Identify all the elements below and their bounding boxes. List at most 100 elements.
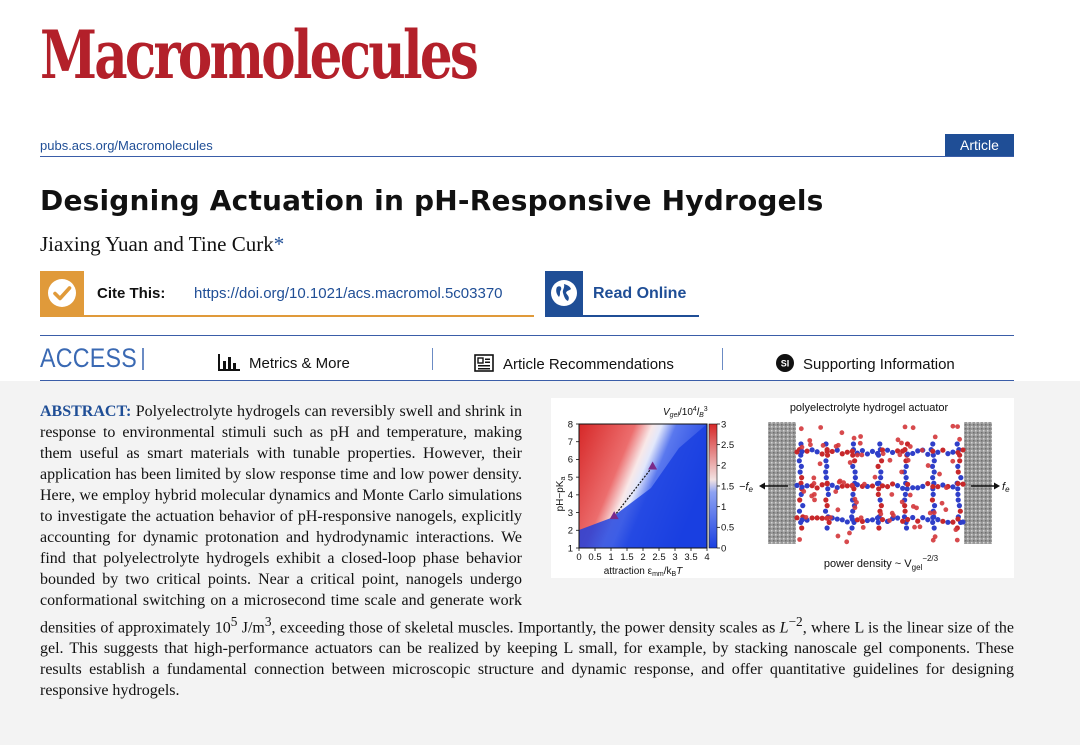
- counterion-bead: [833, 489, 839, 495]
- gel-bead: [910, 450, 916, 457]
- counterion-bead: [817, 461, 823, 467]
- y-tick-label: 1: [568, 543, 573, 554]
- gel-bead: [895, 483, 901, 489]
- gel-bead: [852, 475, 858, 481]
- gel-bead: [834, 484, 840, 491]
- gel-bead: [824, 525, 830, 531]
- gel-bead: [895, 448, 901, 454]
- gel-bead: [900, 518, 906, 524]
- access-divider: [142, 348, 144, 370]
- gel-bead: [798, 480, 804, 486]
- gel-bead: [814, 515, 820, 521]
- gel-bead: [824, 463, 830, 469]
- gel-bead: [854, 517, 860, 523]
- access-rule-bottom: [40, 380, 1014, 381]
- counterion-bead: [872, 474, 878, 480]
- gel-bead: [809, 447, 815, 453]
- gel-bead: [814, 449, 820, 455]
- gel-bead: [931, 458, 937, 464]
- gel-bead: [877, 441, 883, 447]
- counterion-bead: [944, 485, 949, 491]
- gel-bead: [869, 448, 876, 455]
- gel-bead: [878, 475, 884, 481]
- force-label-left: −fe: [739, 481, 753, 494]
- gel-bead: [935, 449, 941, 455]
- checkmark-icon: [40, 271, 84, 315]
- gel-bead: [850, 452, 856, 458]
- gel-bead: [889, 449, 896, 456]
- cite-this-label: Cite This:: [97, 285, 166, 302]
- x-tick-label: 2: [640, 552, 645, 563]
- gel-bead: [844, 483, 850, 489]
- read-online-button[interactable]: Read Online: [545, 271, 699, 317]
- gel-bead: [823, 458, 829, 464]
- counterion-bead: [930, 537, 936, 543]
- colorbar-tick-label: 2.5: [721, 440, 734, 451]
- gel-bead: [879, 516, 886, 523]
- gel-bead: [930, 441, 936, 447]
- supporting-information-label: Supporting Information: [803, 356, 955, 373]
- supporting-information-link[interactable]: SI Supporting Information: [776, 354, 955, 373]
- x-tick-label: 3: [672, 552, 677, 563]
- gel-bead: [819, 515, 825, 521]
- gel-bead: [823, 475, 829, 481]
- gel-bead: [799, 484, 805, 490]
- counterion-bead: [801, 488, 807, 494]
- gel-bead: [903, 475, 909, 481]
- y-tick-label: 3: [568, 508, 573, 519]
- article-title: Designing Actuation in pH-Responsive Hyd…: [40, 184, 824, 217]
- article-recommendations-link[interactable]: Article Recommendations: [474, 354, 674, 373]
- gel-bead: [852, 458, 858, 464]
- gel-bead: [955, 491, 961, 497]
- abstract-label: ABSTRACT:: [40, 403, 132, 420]
- gel-bead: [864, 451, 871, 457]
- gel-bead: [875, 491, 881, 497]
- counterion-bead: [932, 434, 938, 440]
- gel-bead: [956, 503, 962, 509]
- gel-bead: [935, 517, 941, 523]
- gel-bead: [931, 525, 937, 531]
- counterion-bead: [828, 515, 833, 520]
- gel-bead: [920, 483, 926, 489]
- gel-bead: [852, 469, 858, 475]
- counterion-bead: [858, 434, 863, 439]
- doi-link[interactable]: https://doi.org/10.1021/acs.macromol.5c0…: [194, 285, 503, 302]
- counterion-bead: [852, 505, 858, 511]
- gel-bead: [900, 485, 906, 491]
- globe-icon: [545, 271, 583, 315]
- gel-bead: [930, 448, 936, 454]
- author-names[interactable]: Jiaxing Yuan and Tine Curk: [40, 232, 274, 256]
- y-tick-label: 6: [568, 455, 573, 466]
- gel-bead: [799, 525, 805, 531]
- header-rule: [40, 156, 1014, 157]
- gel-bead: [955, 463, 961, 469]
- counterion-bead: [889, 492, 895, 497]
- gel-bead: [940, 518, 946, 524]
- counterion-bead: [835, 442, 841, 448]
- counterion-bead: [797, 537, 803, 542]
- gel-bead: [797, 469, 803, 475]
- heatmap-ylabel: pH−pKa: [555, 477, 567, 512]
- gel-bead: [910, 514, 916, 521]
- gel-bead: [844, 519, 850, 525]
- gel-bead: [849, 448, 855, 454]
- counterion-bead: [807, 438, 813, 443]
- gel-bead: [931, 503, 938, 509]
- metrics-more-link[interactable]: Metrics & More: [218, 354, 350, 372]
- gel-bead: [796, 458, 802, 464]
- gel-bead: [945, 519, 951, 525]
- gel-bead: [915, 518, 921, 524]
- gel-bead: [945, 451, 951, 457]
- colorbar-tick-label: 1: [721, 502, 726, 513]
- counterion-bead: [897, 452, 903, 458]
- gel-bead: [878, 469, 884, 475]
- journal-url-link[interactable]: pubs.acs.org/Macromolecules: [40, 138, 213, 153]
- gel-bead: [884, 447, 891, 453]
- corresponding-author-mark[interactable]: *: [273, 232, 285, 256]
- y-tick-label: 8: [568, 419, 573, 430]
- gel-bead: [884, 483, 891, 490]
- gel-bead: [925, 451, 931, 457]
- counterion-bead: [932, 534, 938, 540]
- gel-bead: [850, 491, 856, 497]
- exponent-five: 5: [230, 614, 238, 629]
